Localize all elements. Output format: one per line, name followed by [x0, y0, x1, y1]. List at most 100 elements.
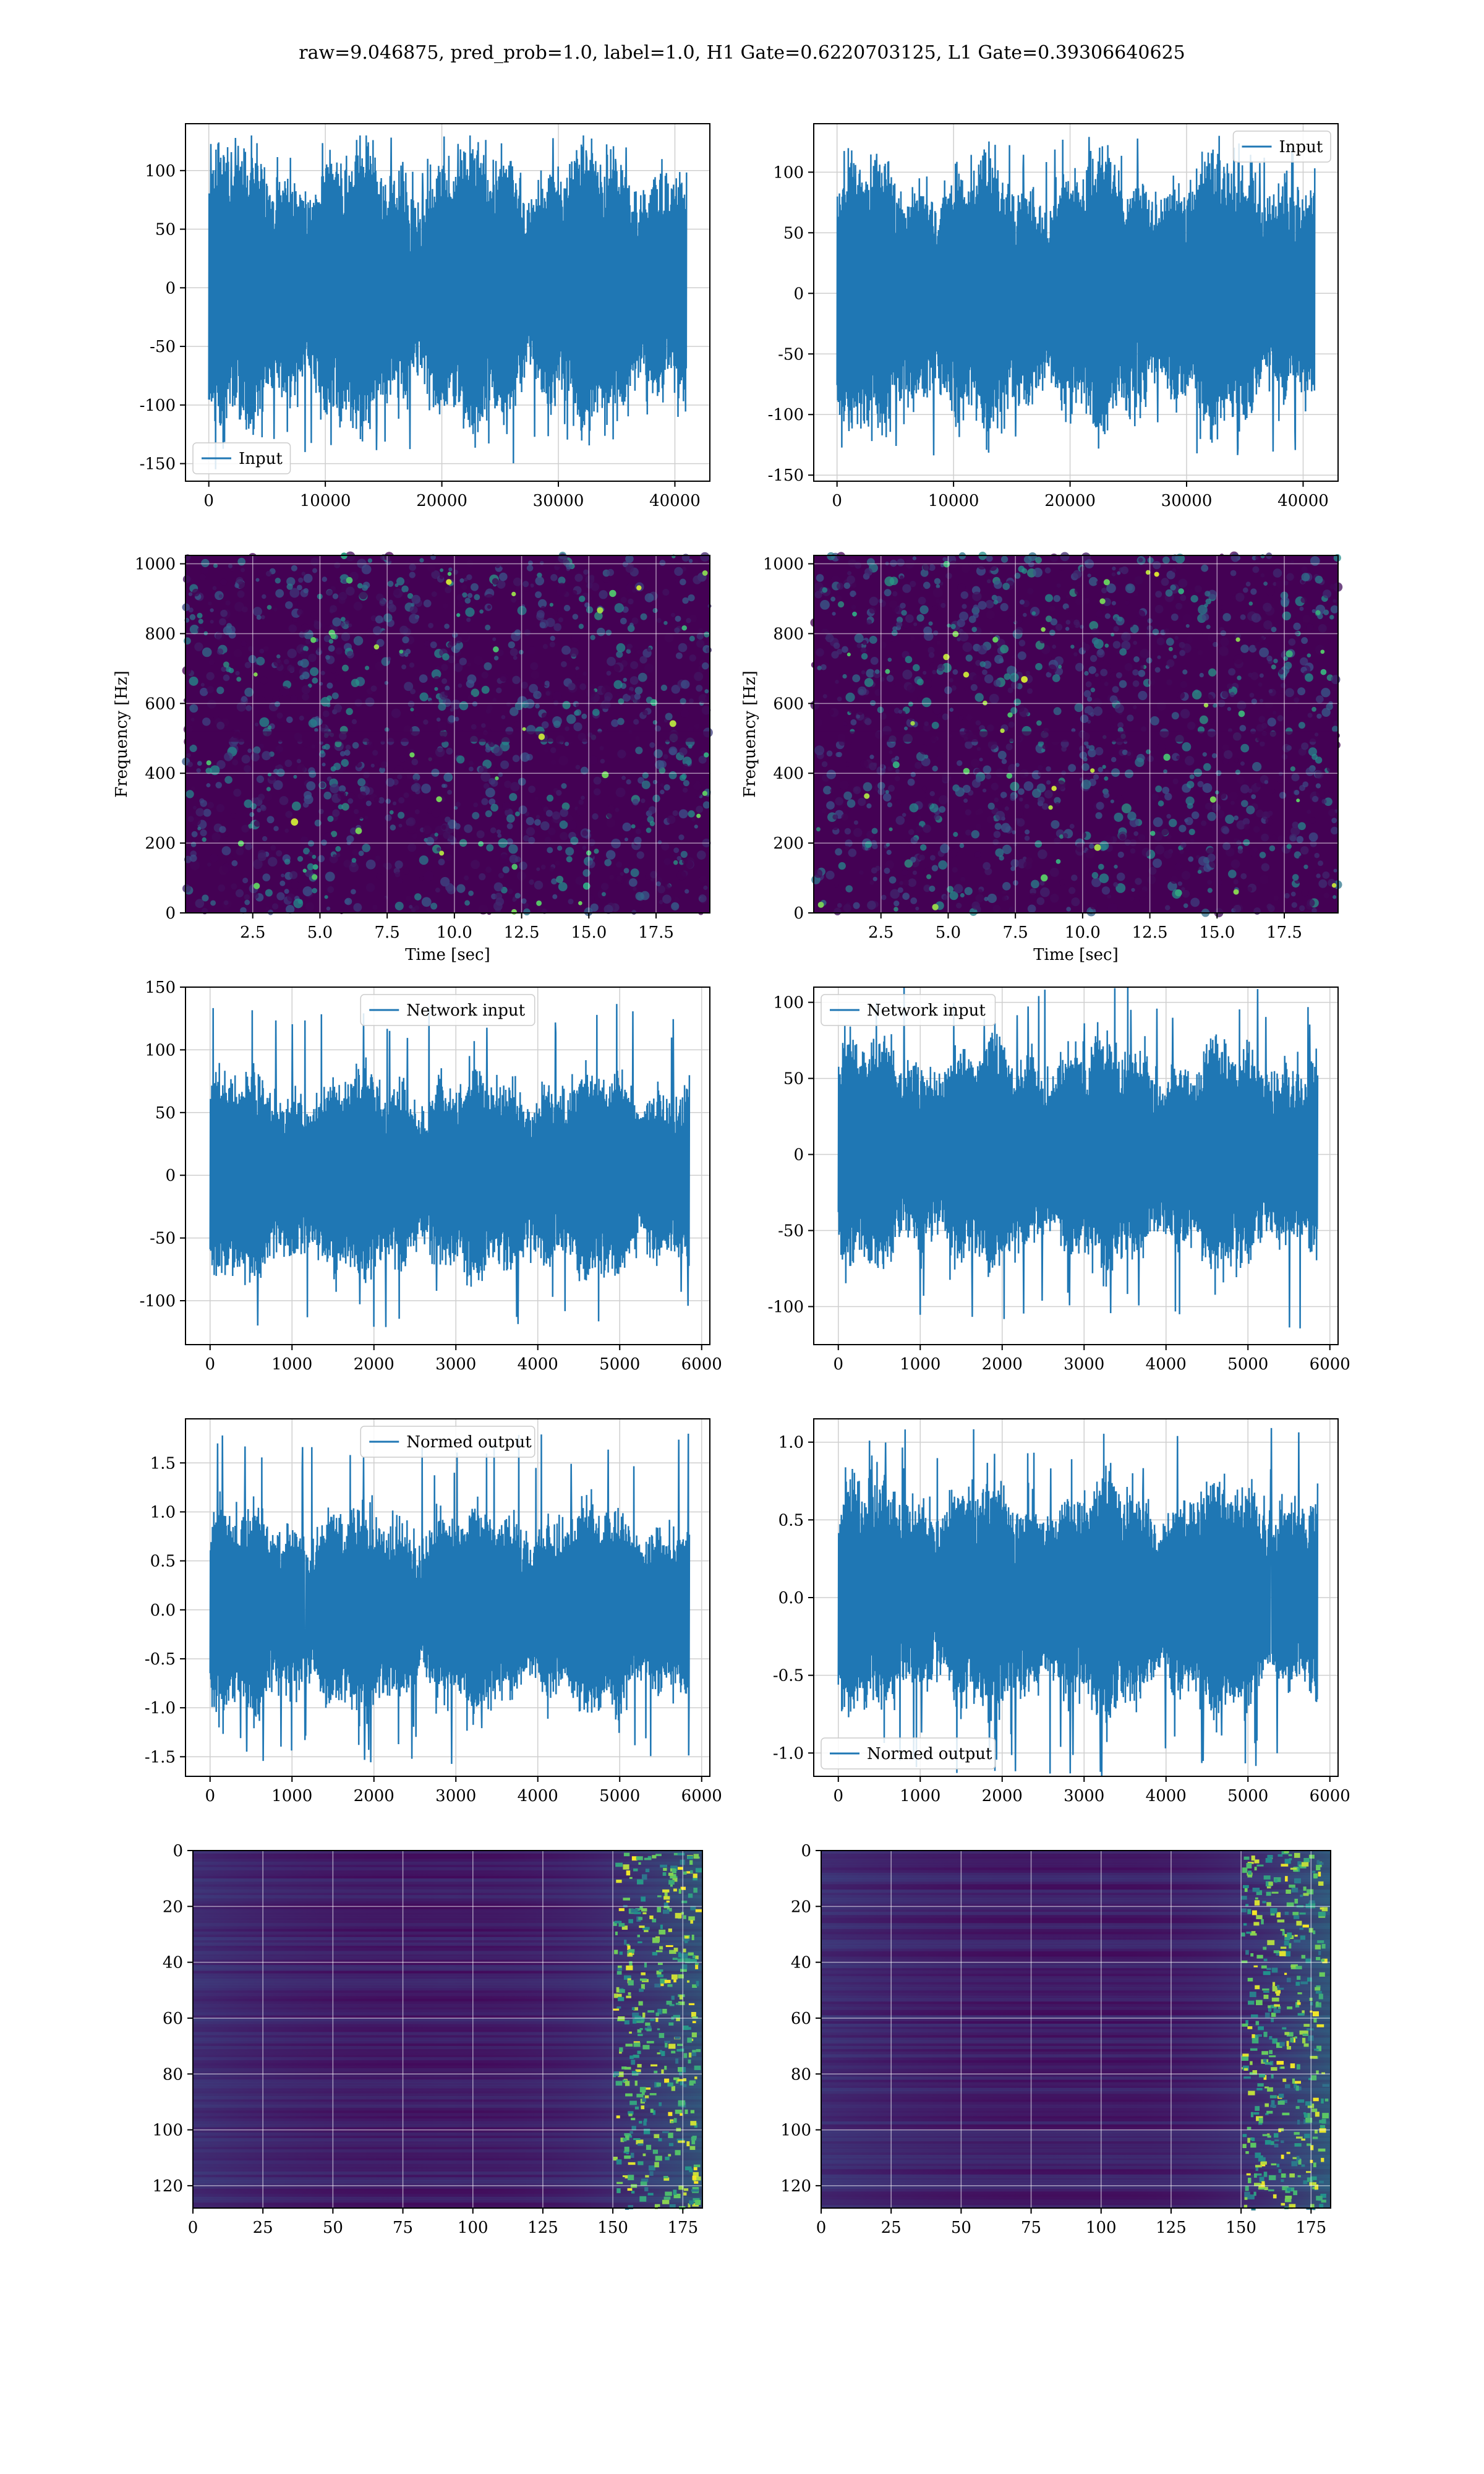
y-tick-label: -0.5 — [145, 1650, 176, 1669]
y-tick-label: 20 — [163, 1898, 183, 1916]
x-tick-label: 5.0 — [307, 923, 333, 942]
y-tick-label: 400 — [145, 764, 176, 783]
y-tick-label: 100 — [780, 2121, 811, 2140]
y-tick-label: -50 — [150, 1230, 176, 1248]
axes-frame — [185, 987, 710, 1345]
signal-line — [209, 1433, 691, 1764]
x-tick-label: 100 — [1086, 2219, 1117, 2237]
panel-h1-network-input: 0 1000 2000 3000 4000 5000 6000 -100 -50 0 50 100 15… — [140, 978, 722, 1374]
x-tick-label: 0 — [833, 1355, 843, 1374]
x-tick-label: 5000 — [599, 1355, 640, 1374]
y-tick-label: 100 — [145, 162, 176, 181]
legend-label: Input — [239, 450, 283, 468]
y-tick-label: 80 — [163, 2065, 183, 2084]
x-tick-label: 10000 — [300, 492, 351, 510]
y-tick-label: 50 — [155, 1104, 176, 1123]
y-tick-label: 100 — [773, 163, 804, 182]
signal-line — [836, 135, 1316, 456]
y-tick-label: 100 — [773, 994, 804, 1012]
x-tick-label: 12.5 — [504, 923, 540, 942]
y-tick-label: -150 — [140, 455, 176, 474]
x-tick-label: 4000 — [518, 1787, 558, 1805]
x-tick-label: 125 — [527, 2219, 558, 2237]
y-tick-label: 400 — [773, 764, 804, 783]
x-tick-label: 2000 — [982, 1787, 1023, 1805]
x-tick-label: 0 — [205, 1787, 215, 1805]
x-tick-label: 40000 — [1277, 492, 1329, 510]
x-tick-label: 6000 — [681, 1787, 722, 1805]
y-tick-label: 50 — [155, 221, 176, 239]
x-tick-label: 0 — [205, 1355, 215, 1374]
x-tick-label: 125 — [1156, 2219, 1187, 2237]
x-tick-label: 100 — [458, 2219, 488, 2237]
feature-map-activations — [1241, 1851, 1330, 2211]
x-tick-label: 5000 — [599, 1787, 640, 1805]
x-tick-label: 1000 — [271, 1355, 312, 1374]
x-tick-label: 6000 — [1310, 1355, 1350, 1374]
axes-frame — [813, 987, 1339, 1345]
y-tick-label: -0.5 — [773, 1667, 804, 1685]
y-tick-label: 50 — [783, 224, 804, 242]
panel-h1-spectrogram: 2.5 5.0 7.5 10.0 12.5 15.0 17.5 0 200 400 600 800 10… — [113, 551, 713, 964]
y-tick-label: -50 — [150, 338, 176, 356]
legend: Input — [1232, 131, 1331, 163]
signal-line — [837, 987, 1319, 1329]
legend-label: Input — [1279, 138, 1323, 156]
x-tick-label: 20000 — [416, 492, 467, 510]
y-tick-label: -1.0 — [773, 1744, 804, 1763]
x-tick-label: 0 — [203, 492, 214, 510]
y-tick-label: 0.5 — [150, 1552, 176, 1571]
x-tick-label: 6000 — [1310, 1787, 1350, 1805]
legend: Normed output — [821, 1737, 996, 1770]
x-tick-label: 2000 — [354, 1355, 394, 1374]
y-tick-label: 800 — [145, 625, 176, 643]
y-tick-label: 1000 — [135, 555, 176, 574]
x-tick-label: 0 — [833, 1787, 843, 1805]
y-tick-label: 0.5 — [778, 1511, 804, 1530]
gridlines — [821, 1850, 1331, 2208]
x-tick-label: 3000 — [435, 1355, 476, 1374]
x-tick-label: 175 — [1295, 2219, 1326, 2237]
spectrogram-band — [186, 731, 710, 742]
legend: Normed output — [360, 1426, 535, 1458]
x-tick-label: 75 — [393, 2219, 413, 2237]
x-tick-label: 5000 — [1227, 1355, 1268, 1374]
axes-frame — [185, 123, 710, 482]
x-tick-label: 5.0 — [936, 923, 961, 942]
x-tick-label: 30000 — [533, 492, 584, 510]
panel-h1-input: 0 10000 20000 30000 40000 -150 -100 -50 0 50 100 In… — [140, 123, 710, 510]
y-tick-label: 0 — [173, 1842, 183, 1860]
y-tick-label: -50 — [778, 345, 804, 364]
x-tick-label: 40000 — [649, 492, 701, 510]
y-tick-label: 60 — [791, 2010, 811, 2028]
y-tick-label: 0 — [165, 279, 176, 297]
y-tick-label: 1.0 — [778, 1434, 804, 1452]
y-tick-label: 80 — [791, 2065, 811, 2084]
y-tick-label: 1.5 — [150, 1454, 176, 1473]
spectrogram-hotspots — [817, 560, 1337, 910]
x-tick-label: 1000 — [900, 1787, 940, 1805]
x-tick-label: 0 — [816, 2219, 827, 2237]
x-tick-label: 1000 — [271, 1787, 312, 1805]
y-tick-label: 20 — [791, 1898, 811, 1916]
feature-map-shading — [193, 1851, 702, 2208]
y-tick-label: 0 — [793, 1146, 804, 1165]
legend: Network input — [821, 994, 996, 1026]
y-tick-label: 1000 — [763, 555, 804, 574]
legend-label: Network input — [867, 1001, 986, 1020]
x-tick-label: 25 — [881, 2219, 902, 2237]
y-tick-label: -100 — [768, 1298, 804, 1317]
y-tick-label: 50 — [783, 1070, 804, 1089]
x-tick-label: 175 — [667, 2219, 698, 2237]
y-tick-label: -50 — [778, 1222, 804, 1241]
y-tick-label: 600 — [145, 695, 176, 713]
x-tick-label: 1000 — [900, 1355, 940, 1374]
y-tick-label: -150 — [768, 466, 804, 485]
panel-l1-normed-output: 0 1000 2000 3000 4000 5000 6000 -1.0 -0.5 0.0 0.5 1… — [773, 1418, 1350, 1805]
y-tick-label: -100 — [768, 406, 804, 424]
x-tick-label: 4000 — [518, 1355, 558, 1374]
x-tick-label: 2000 — [354, 1787, 394, 1805]
axes-frame — [821, 1850, 1331, 2209]
figure-title: raw=9.046875, pred_prob=1.0, label=1.0, … — [299, 42, 1185, 64]
x-tick-label: 10.0 — [1065, 923, 1101, 942]
